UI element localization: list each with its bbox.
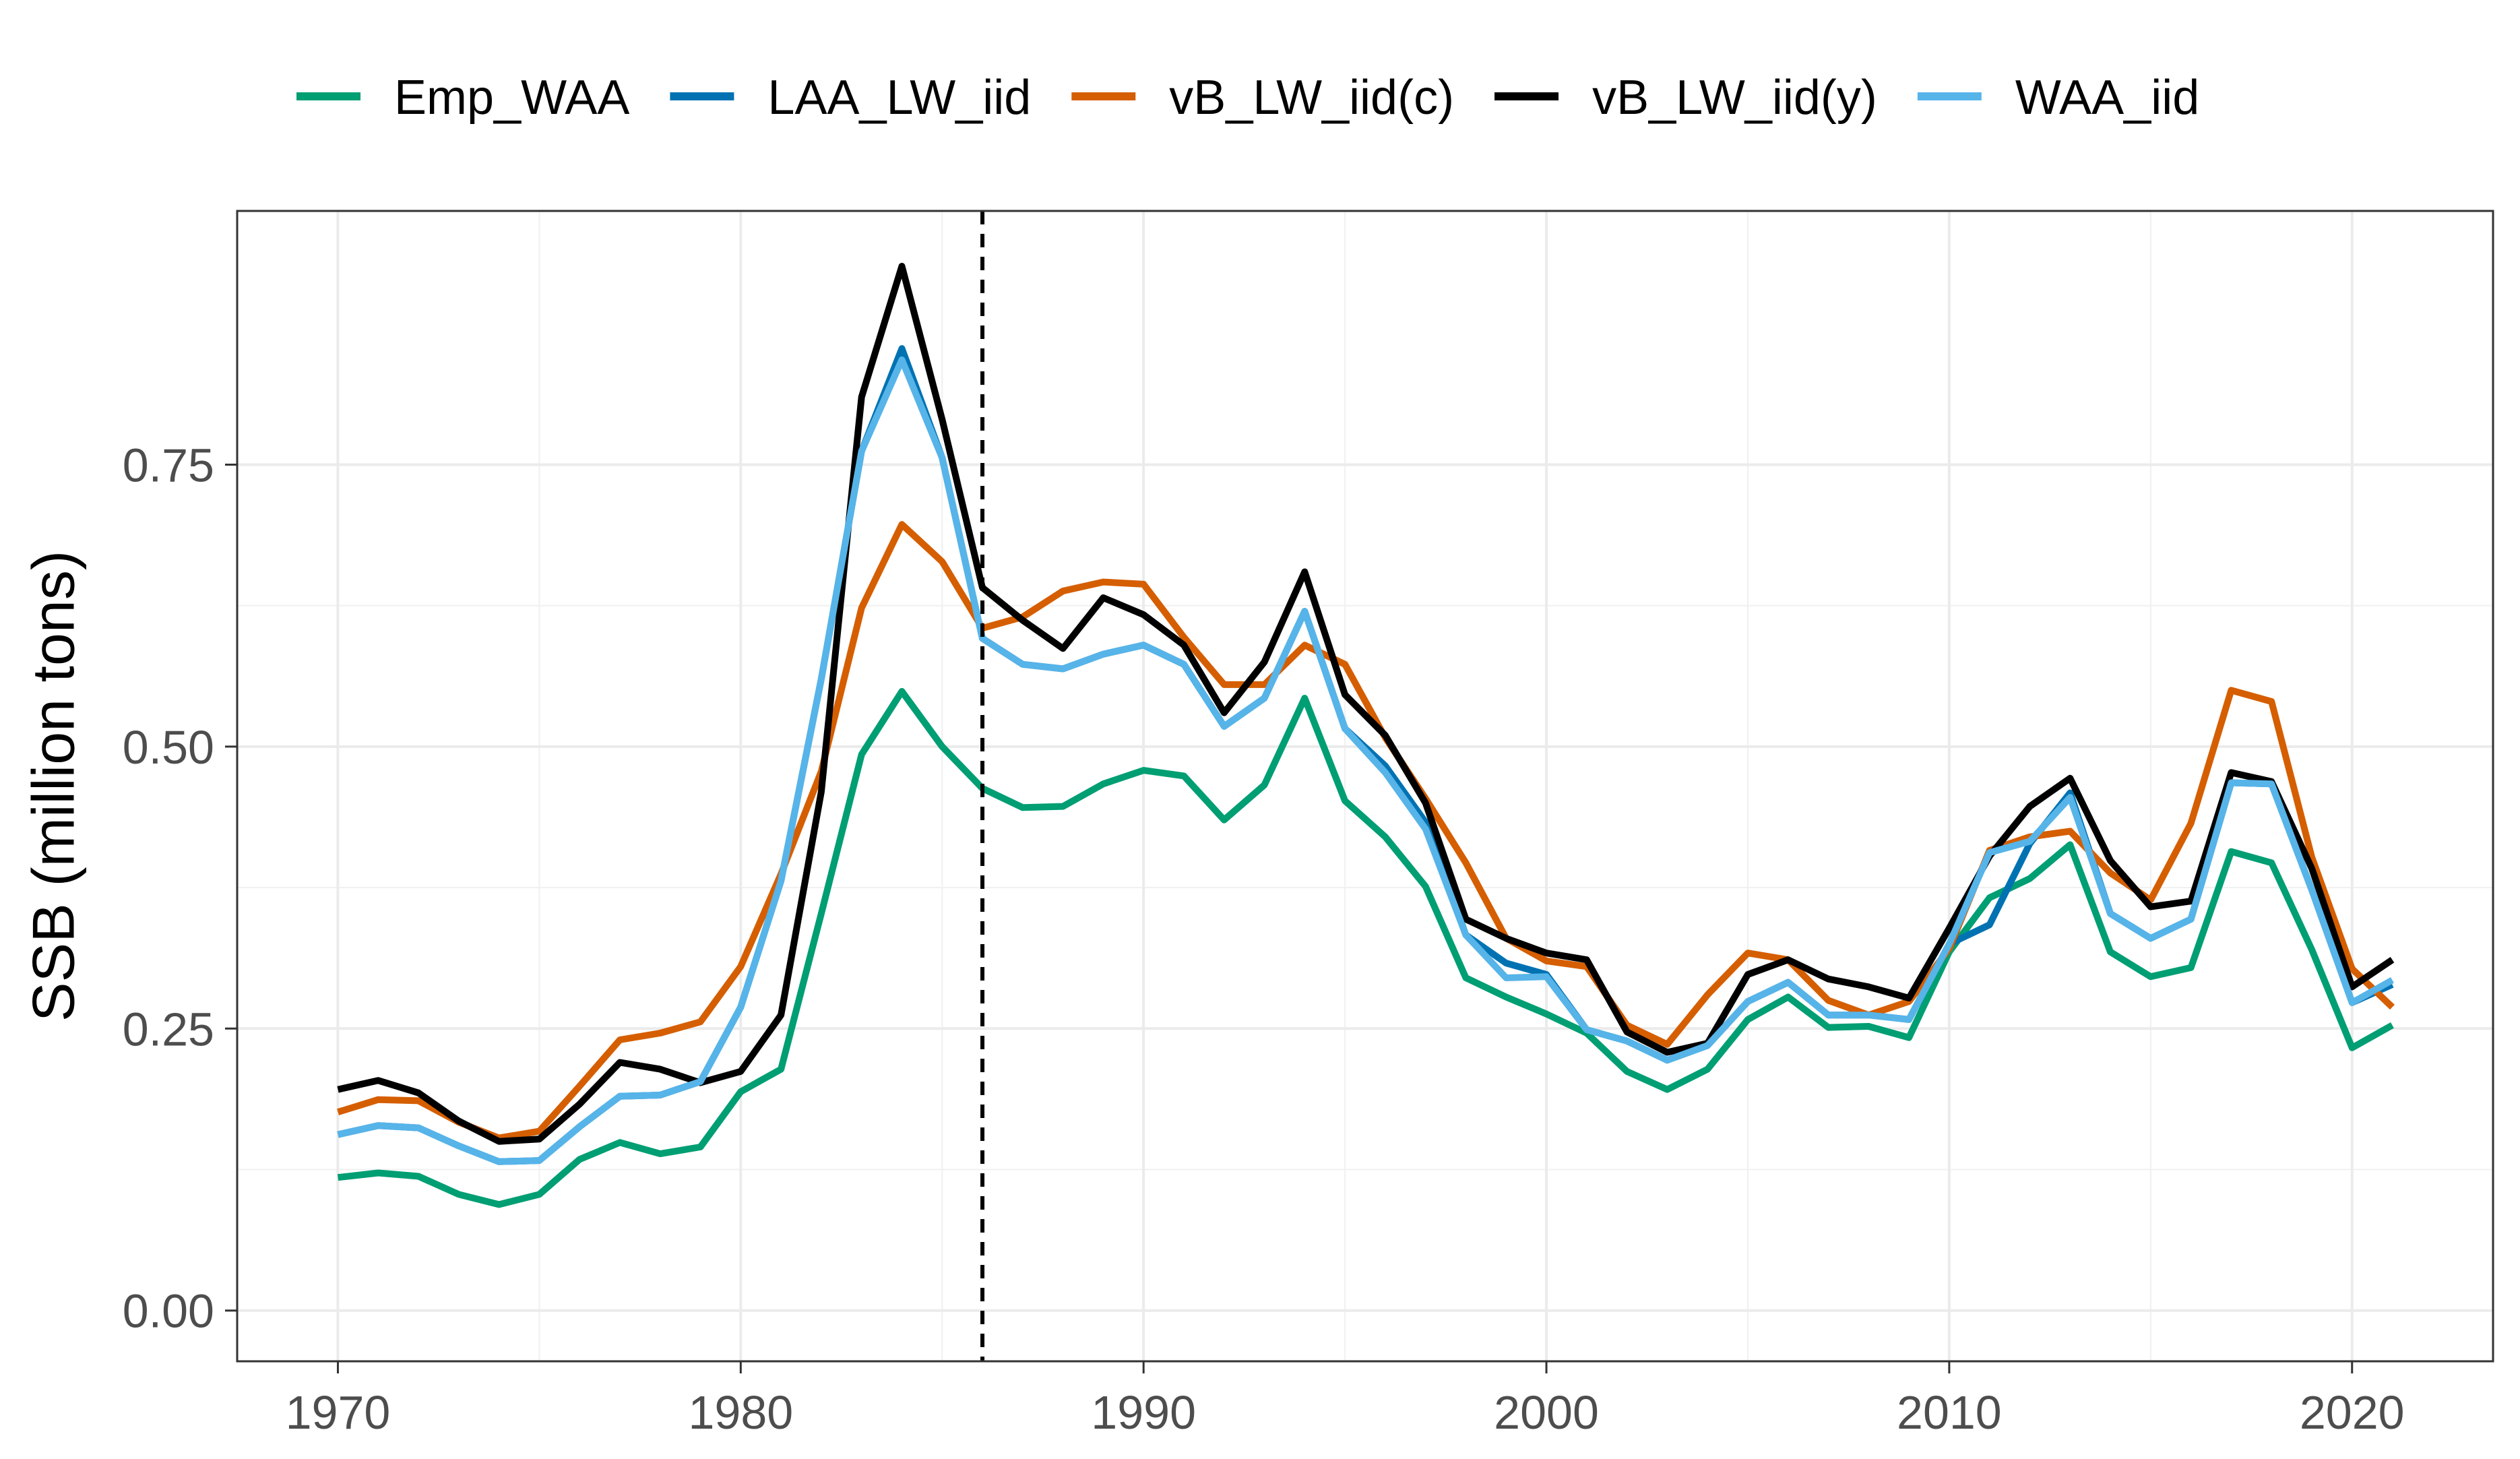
x-tick-label: 1970 <box>286 1386 391 1439</box>
series-line-vb-lw-iid-c <box>337 521 2395 1142</box>
x-tick-label: 2010 <box>1897 1386 2002 1439</box>
legend: Emp_WAA LAA_LW_iid vB_LW_iid(c) vB_LW_iid(y… <box>296 71 2199 125</box>
legend-label: Emp_WAA <box>394 71 629 125</box>
y-tick-label: 0.75 <box>123 439 214 492</box>
legend-label: vB_LW_iid(c) <box>1169 71 1454 125</box>
legend-label: vB_LW_iid(y) <box>1592 71 1877 125</box>
legend-item-vb-lw-iid-c: vB_LW_iid(c) <box>1071 71 1454 125</box>
series-line-waa-iid <box>337 356 2394 1165</box>
legend-item-emp-waa: Emp_WAA <box>296 71 629 125</box>
x-tick-label: 1980 <box>688 1386 793 1439</box>
legend-item-laa-lw-iid: LAA_LW_iid <box>670 71 1031 125</box>
y-tick-label: 0.25 <box>123 1003 214 1055</box>
minor-gridlines <box>237 211 2493 1361</box>
x-axis: 1970 1980 1990 2000 2010 2020 <box>286 1361 2405 1439</box>
series-lines <box>337 263 2395 1208</box>
series-line-emp-waa <box>337 687 2394 1208</box>
x-tick-label: 2000 <box>1494 1386 1599 1439</box>
plot-panel <box>237 211 2493 1361</box>
legend-label: WAA_iid <box>2015 71 2199 125</box>
plot-border <box>236 210 2494 1363</box>
y-axis: 0.00 0.25 0.50 0.75 <box>123 439 237 1338</box>
x-tick-label: 1990 <box>1091 1386 1196 1439</box>
x-tick-label: 2020 <box>2300 1386 2405 1439</box>
legend-label: LAA_LW_iid <box>767 71 1031 125</box>
legend-item-vb-lw-iid-y: vB_LW_iid(y) <box>1494 71 1877 125</box>
y-tick-label: 0.50 <box>123 721 214 774</box>
y-tick-label: 0.00 <box>123 1285 214 1338</box>
y-axis-title: SSB (million tons) <box>20 551 86 1022</box>
series-line-vb-lw-iid-y <box>337 263 2395 1145</box>
legend-item-waa-iid: WAA_iid <box>1917 71 2199 125</box>
